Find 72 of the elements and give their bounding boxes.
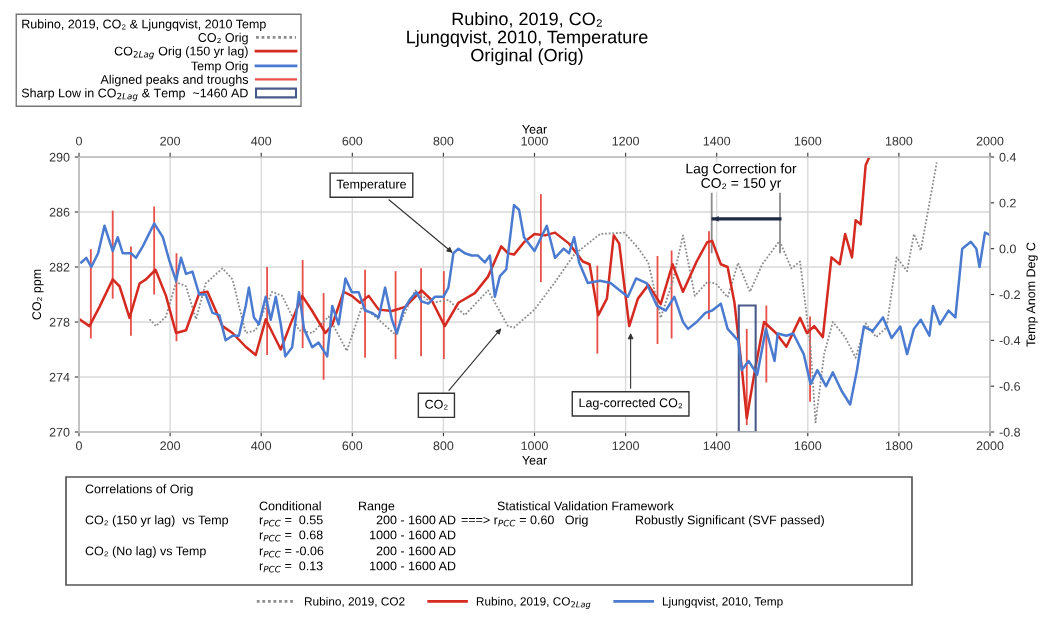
y-axis-title: CO₂ ppm (32, 269, 44, 320)
text: 200 - 1600 AD (376, 546, 456, 556)
text: Correlations of Orig (85, 484, 193, 496)
y-tick-label: 282 (49, 262, 70, 272)
text: r$_{PCC}$ = 0.13 (259, 561, 323, 573)
x-tick-label: 2000 (976, 441, 1004, 451)
x2-tick-label: 400 (251, 136, 272, 146)
text: 200 - 1600 AD (376, 515, 456, 525)
annotation: CO₂ (425, 399, 448, 410)
legend-label: Sharp Low in CO$_{2Lag}$ & Temp ~1460 AD (21, 88, 248, 102)
line-series (148, 161, 938, 424)
y2-tick-label: -0.6 (999, 381, 1021, 391)
bar (737, 304, 757, 432)
x-tick-label: 1200 (612, 441, 640, 451)
text: r$_{PCC}$ = 0.68 (259, 530, 323, 542)
x2-tick-label: 1400 (703, 136, 731, 146)
text: r$_{PCC}$ = -0.06 (259, 546, 324, 558)
x2-tick-label: 0 (76, 136, 82, 146)
text: Range (359, 501, 395, 513)
text: ===> r$_{PCC}$ = 0.60 Orig (461, 515, 588, 527)
y2-tick-label: -0.8 (999, 427, 1021, 437)
y2-tick-label: 0.0 (999, 244, 1016, 254)
y2-tick-label: 0.4 (999, 152, 1017, 162)
y-tick-label: 286 (49, 207, 70, 217)
x-tick-label: 1400 (703, 441, 731, 451)
legend-label: CO₂ Orig (198, 32, 248, 45)
text: 1000 - 1600 AD (370, 561, 456, 571)
x2-tick-label: 1200 (612, 136, 640, 146)
text: CO₂ (150 yr lag) vs Temp (85, 515, 229, 527)
x-tick-label: 0 (76, 441, 82, 451)
y-tick-label: 274 (49, 372, 70, 382)
text: Rubino, 2019, CO$_{2Lag}$ (476, 596, 591, 610)
text: Rubino, 2019, CO2 (305, 596, 405, 607)
legend-title: Rubino, 2019, CO₂ & Ljungqvist, 2010 Temp (22, 19, 266, 31)
x-tick-label: 1600 (794, 441, 822, 451)
text: Ljungqvist, 2010, Temp (662, 596, 783, 608)
y2-tick-label: 0.2 (999, 198, 1016, 208)
x-tick-label: 200 (160, 441, 181, 451)
chart-title: Rubino, 2019, CO₂ Ljungqvist, 2010, Temperature Original (Orig) (407, 12, 648, 66)
x2-axis-title: Year (522, 124, 547, 134)
y-tick-label: 290 (49, 152, 70, 162)
x2-tick-label: 1000 (521, 136, 548, 146)
legend-label: CO$_{2Lag}$ Orig (150 yr lag) (114, 46, 248, 60)
text: r$_{PCC}$ = 0.55 (259, 515, 323, 527)
text: CO₂ (No lag) vs Temp (85, 546, 206, 558)
x-tick-label: 600 (342, 441, 363, 451)
annotation: Temperature (336, 179, 406, 192)
y2-axis-title: Temp Anom Deg C (1026, 242, 1038, 347)
annotation: Lag Correction for CO₂ = 150 yr (686, 163, 797, 191)
text: 1000 - 1600 AD (370, 530, 456, 540)
text: Conditional (259, 501, 321, 511)
x2-tick-label: 2000 (976, 136, 1004, 146)
line-series (79, 157, 871, 420)
x2-tick-label: 800 (433, 136, 454, 146)
x-tick-label: 400 (251, 441, 272, 451)
x-tick-label: 1800 (885, 441, 913, 451)
x-tick-label: 800 (433, 441, 454, 451)
legend-label: Temp Orig (191, 61, 248, 73)
x2-tick-label: 1800 (885, 136, 913, 146)
annotation: Lag-corrected CO₂ (579, 398, 683, 410)
x2-tick-label: 200 (160, 136, 181, 146)
y-tick-label: 278 (49, 317, 70, 327)
y-tick-label: 270 (49, 427, 70, 437)
x-axis-title: Year (522, 455, 547, 465)
x-tick-label: 1000 (521, 441, 548, 451)
x2-tick-label: 600 (342, 136, 363, 146)
y2-tick-label: -0.4 (999, 336, 1021, 345)
x2-tick-label: 1600 (794, 136, 822, 146)
y2-tick-label: -0.2 (999, 290, 1020, 300)
text: Statistical Validation Framework (497, 501, 674, 511)
text: Robustly Significant (SVF passed) (636, 515, 824, 527)
legend-label: Aligned peaks and troughs (100, 74, 249, 87)
